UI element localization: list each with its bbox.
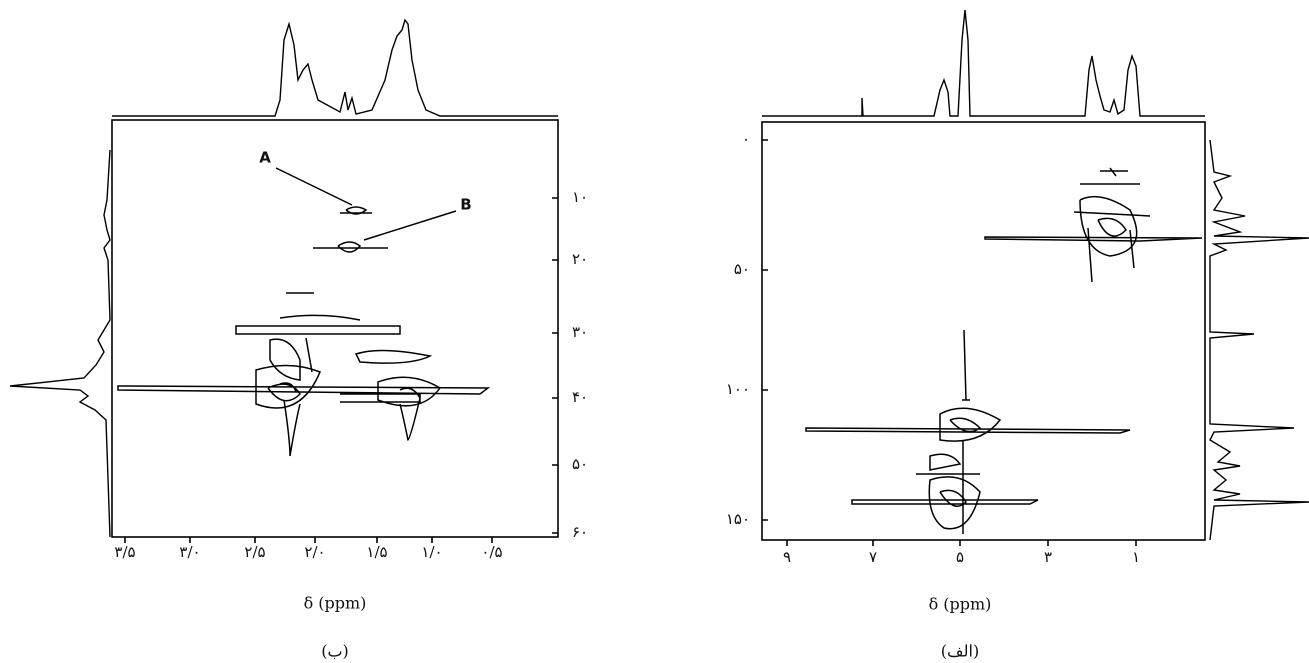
- x-axis-label: δ (ppm): [929, 595, 992, 614]
- y-ticks: ۱۰ ۲۰ ۳۰ ۴۰ ۵۰ ۶۰: [552, 188, 588, 541]
- annotation-arrow: [275, 167, 457, 241]
- x-tick-label: ۹: [783, 548, 791, 566]
- y-tick-label: ۵۰: [572, 455, 588, 473]
- panel-label: (ب): [321, 642, 349, 661]
- y-tick-label: ۴۰: [572, 388, 588, 406]
- x-ticks: ۳/۵ ۳/۰ ۲/۵ ۲/۰ ۱/۵ ۱/۰ ۰/۵: [114, 537, 503, 561]
- x-tick-label: ۰/۵: [481, 543, 502, 561]
- plot-frame: [111, 119, 559, 538]
- x-tick-label: ۱: [1132, 548, 1140, 566]
- x-tick-label: ۷: [869, 548, 877, 566]
- y-tick-label: ۱۰۰: [726, 380, 750, 398]
- y-tick-label: ۱۵۰: [726, 510, 750, 528]
- x-tick-label: ۱/۵: [366, 543, 387, 561]
- x-tick-label: ۳/۰: [179, 543, 200, 561]
- y-tick-label: ۱۰: [572, 188, 588, 206]
- panel-a: ۰ ۵۰ ۱۰۰ ۱۵۰ ۹ ۷ ۵ ۳ ۱ δ (ppm) (الف): [726, 9, 1309, 661]
- top-spectrum: [112, 18, 558, 117]
- right-projection: [1209, 139, 1309, 541]
- x-axis-label: δ (ppm): [304, 594, 367, 613]
- y-ticks: ۰ ۵۰ ۱۰۰ ۱۵۰: [726, 130, 768, 528]
- annotation: B: [460, 196, 471, 214]
- y-tick-label: ۰: [742, 130, 750, 148]
- contours: [805, 167, 1203, 534]
- x-ticks: ۹ ۷ ۵ ۳ ۱: [783, 540, 1140, 566]
- x-tick-label: ۵: [956, 548, 964, 566]
- x-tick-label: ۲/۰: [304, 543, 325, 561]
- left-projection: [9, 149, 111, 538]
- contours: [117, 206, 491, 457]
- x-tick-label: ۲/۵: [244, 543, 265, 561]
- y-tick-label: ۳۰: [572, 323, 588, 341]
- panel-label: (الف): [941, 642, 979, 661]
- x-tick-label: ۳: [1044, 548, 1052, 566]
- x-tick-label: ۳/۵: [114, 543, 135, 561]
- x-tick-label: ۱/۰: [421, 543, 442, 561]
- y-tick-label: ۶۰: [572, 523, 588, 541]
- y-tick-label: ۲۰: [572, 250, 588, 268]
- plot-frame: [761, 121, 1206, 541]
- annotation: A: [259, 149, 271, 167]
- top-spectrum: [762, 9, 1205, 117]
- panel-b: A B ۱۰ ۲۰ ۳۰ ۴۰ ۵۰ ۶۰ ۳/۵ ۳/۰ ۲/۵ ۲/۰ ۱/…: [9, 18, 588, 661]
- y-tick-label: ۵۰: [734, 260, 750, 278]
